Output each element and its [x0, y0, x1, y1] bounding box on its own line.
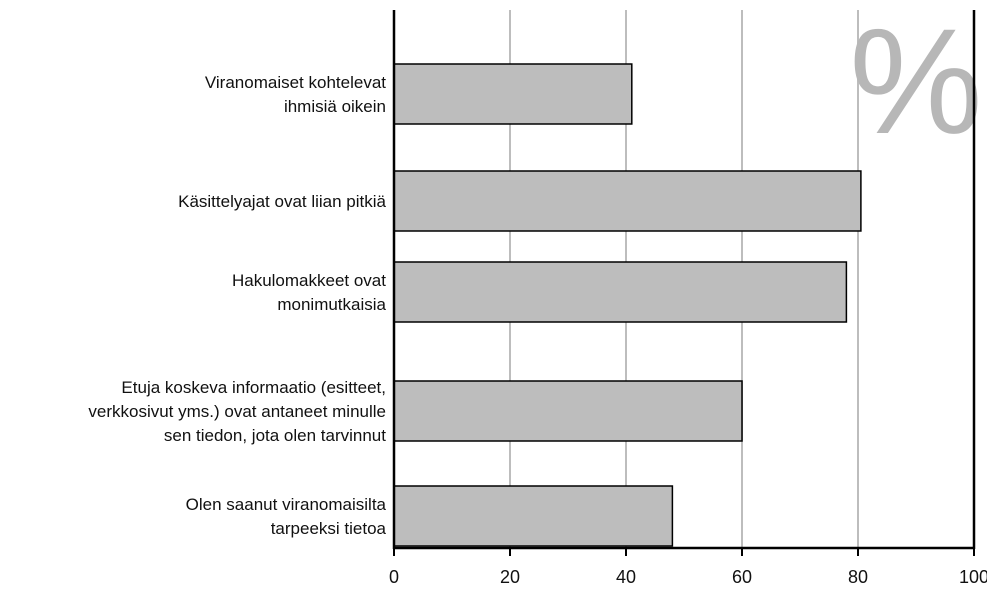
- bars: [393, 63, 862, 547]
- category-label-line: Olen saanut viranomaisilta: [186, 495, 387, 514]
- category-label-3: Hakulomakkeet ovat monimutkaisia: [232, 271, 387, 314]
- tick-label-60: 60: [732, 567, 752, 587]
- category-label-line: ihmisiä oikein: [284, 97, 386, 116]
- tick-label-20: 20: [500, 567, 520, 587]
- category-label-line: Etuja koskeva informaatio (esitteet,: [121, 378, 386, 397]
- plot-frame: [392, 10, 976, 550]
- tick-label-0: 0: [389, 567, 399, 587]
- category-label-line: verkkosivut yms.) ovat antaneet minulle: [88, 402, 386, 421]
- category-label-line: Viranomaiset kohtelevat: [205, 73, 386, 92]
- category-label-5: Olen saanut viranomaisilta tarpeeksi tiet…: [186, 495, 387, 538]
- bar-4: [393, 380, 743, 442]
- category-label-line: Käsittelyajat ovat liian pitkiä: [178, 192, 386, 211]
- tick-label-100: 100: [959, 567, 987, 587]
- unit-mark: %: [849, 0, 982, 165]
- category-label-line: Hakulomakkeet ovat: [232, 271, 386, 290]
- category-label-4: Etuja koskeva informaatio (esitteet, verk…: [88, 378, 386, 445]
- x-axis-ticks: 0 20 40 60 80 100: [389, 548, 987, 587]
- bar-2: [393, 170, 862, 232]
- bar-5: [393, 485, 674, 547]
- tick-label-80: 80: [848, 567, 868, 587]
- category-labels: Viranomaiset kohtelevat ihmisiä oikein Käs…: [88, 73, 386, 538]
- category-label-line: tarpeeksi tietoa: [271, 519, 387, 538]
- category-label-line: sen tiedon, jota olen tarvinnut: [164, 426, 386, 445]
- bar-3: [393, 261, 848, 323]
- tick-label-40: 40: [616, 567, 636, 587]
- category-label-2: Käsittelyajat ovat liian pitkiä: [178, 192, 386, 211]
- bar-1: [393, 63, 633, 125]
- category-label-line: monimutkaisia: [277, 295, 386, 314]
- category-label-1: Viranomaiset kohtelevat ihmisiä oikein: [205, 73, 386, 116]
